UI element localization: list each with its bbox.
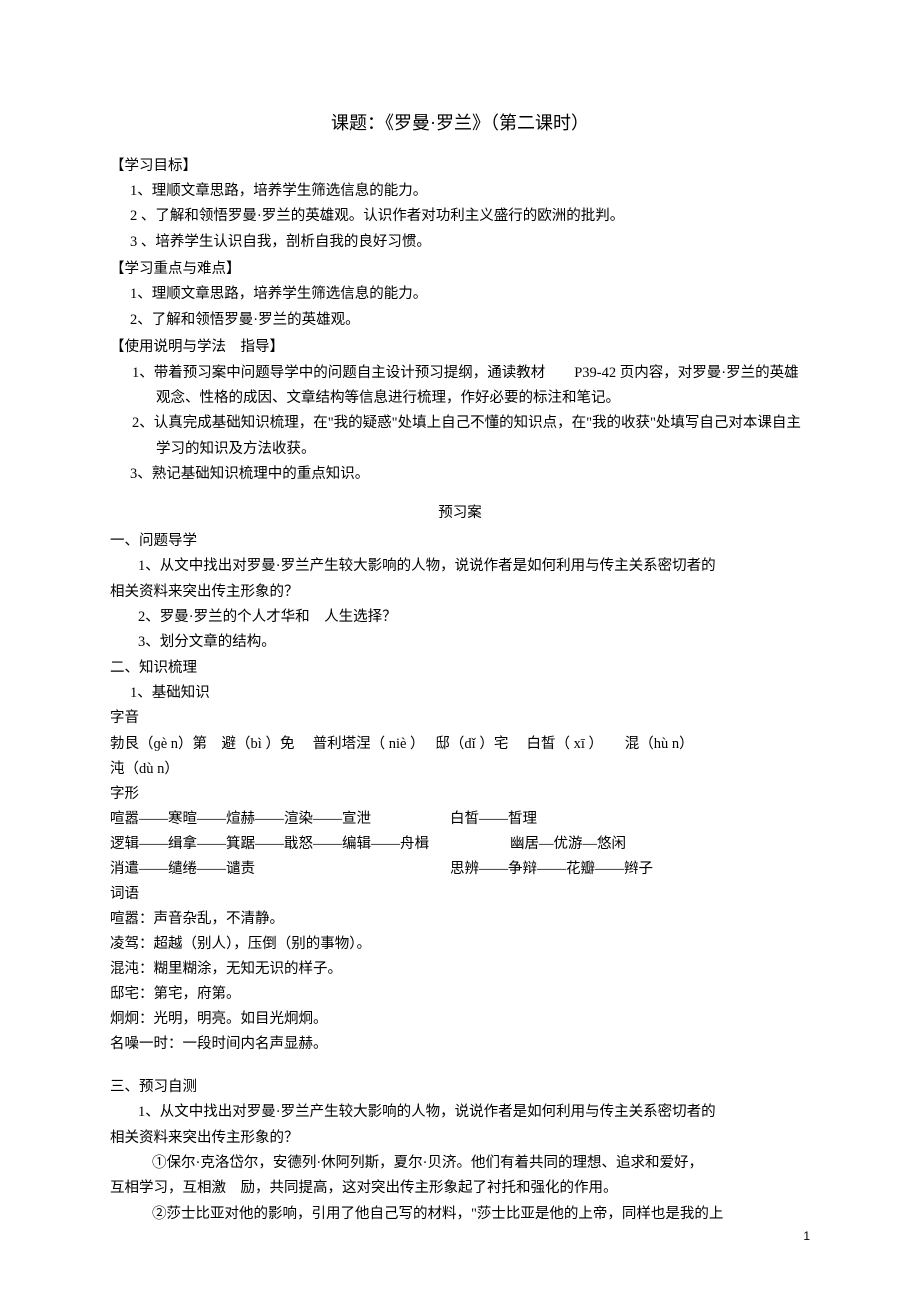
zixing-right: 思辨——争辩——花瓣——辫子: [450, 857, 653, 882]
zixing-row: 消遣——缱绻——谴责 思辨——争辩——花瓣——辫子: [110, 857, 810, 882]
q1-heading: 一、问题导学: [110, 529, 810, 554]
q2-heading: 二、知识梳理: [110, 656, 810, 681]
q3-answer: ②莎士比亚对他的影响，引用了他自己写的材料，"莎士比亚是他的上帝，同样也是我的上: [110, 1202, 810, 1227]
usage-item: 1、带着预习案中问题导学中的问题自主设计预习提纲，通读教材 P39-42 页内容…: [110, 361, 810, 412]
document-page: 课题：《罗曼·罗兰》（第二课时） 【学习目标】 1、理顺文章思路，培养学生筛选信…: [0, 0, 920, 1267]
q3-intro: 相关资料来突出传主形象的？: [110, 1126, 810, 1151]
ciyu-item: 混沌：糊里糊涂，无知无识的样子。: [110, 957, 810, 982]
focus-item: 2、了解和领悟罗曼·罗兰的英雄观。: [110, 308, 810, 333]
q1-item: 2、罗曼·罗兰的个人才华和 人生选择？: [110, 605, 810, 630]
ziyin-line: 沌（dù n）: [110, 757, 810, 782]
q3-answer: ①保尔·克洛岱尔，安德列·休阿列斯，夏尔·贝济。他们有着共同的理想、追求和爱好，: [110, 1151, 810, 1176]
page-title: 课题：《罗曼·罗兰》（第二课时）: [110, 108, 810, 140]
focus-item: 1、理顺文章思路，培养学生筛选信息的能力。: [110, 282, 810, 307]
q2-sub1: 1、基础知识: [110, 681, 810, 706]
q1-item: 相关资料来突出传主形象的？: [110, 580, 810, 605]
zixing-row: 喧嚣——寒暄——煊赫——渲染——宣泄 白皙——皙理: [110, 807, 810, 832]
ciyu-item: 邸宅：第宅，府第。: [110, 982, 810, 1007]
q1-item: 1、从文中找出对罗曼·罗兰产生较大影响的人物，说说作者是如何利用与传主关系密切者…: [110, 554, 810, 579]
zixing-row: 逻辑——缉拿——箕踞——戢怒——编辑——舟楫 幽居—优游—悠闲: [110, 832, 810, 857]
preview-subtitle: 预习案: [110, 501, 810, 526]
zixing-right: 白皙——皙理: [450, 807, 537, 832]
usage-item: 3、熟记基础知识梳理中的重点知识。: [110, 462, 810, 487]
q3-answer: 互相学习，互相激 励，共同提高，这对突出传主形象起了衬托和强化的作用。: [110, 1176, 810, 1201]
ciyu-item: 凌驾：超越（别人），压倒（别的事物）。: [110, 932, 810, 957]
ciyu-item: 喧嚣：声音杂乱，不清静。: [110, 907, 810, 932]
goals-item: 1、理顺文章思路，培养学生筛选信息的能力。: [110, 179, 810, 204]
zixing-left: 消遣——缱绻——谴责: [110, 857, 450, 882]
zixing-left: 逻辑——缉拿——箕踞——戢怒——编辑——舟楫: [110, 832, 510, 857]
ziyin-line: 勃艮（ɡè n）第 避（bì ）免 普利塔涅（ niè ） 邸（dǐ ）宅 白皙…: [110, 732, 810, 757]
zixing-right: 幽居—优游—悠闲: [510, 832, 626, 857]
spacer: [110, 1057, 810, 1075]
goals-item: 2 、了解和领悟罗曼·罗兰的英雄观。认识作者对功利主义盛行的欧洲的批判。: [110, 204, 810, 229]
ziyin-label: 字音: [110, 706, 810, 731]
goals-heading: 【学习目标】: [110, 154, 810, 179]
ciyu-item: 炯炯：光明，明亮。如目光炯炯。: [110, 1007, 810, 1032]
ciyu-item: 名噪一时：一段时间内名声显赫。: [110, 1032, 810, 1057]
zixing-label: 字形: [110, 782, 810, 807]
q3-intro: 1、从文中找出对罗曼·罗兰产生较大影响的人物，说说作者是如何利用与传主关系密切者…: [110, 1100, 810, 1125]
usage-item: 2、认真完成基础知识梳理，在"我的疑惑"处填上自己不懂的知识点，在"我的收获"处…: [110, 411, 810, 462]
goals-item: 3 、培养学生认识自我，剖析自我的良好习惯。: [110, 230, 810, 255]
focus-heading: 【学习重点与难点】: [110, 257, 810, 282]
zixing-left: 喧嚣——寒暄——煊赫——渲染——宣泄: [110, 807, 450, 832]
usage-heading: 【使用说明与学法 指导】: [110, 335, 810, 360]
q3-heading: 三、预习自测: [110, 1075, 810, 1100]
q1-item: 3、划分文章的结构。: [110, 630, 810, 655]
ciyu-label: 词语: [110, 882, 810, 907]
page-number: 1: [803, 1226, 810, 1247]
